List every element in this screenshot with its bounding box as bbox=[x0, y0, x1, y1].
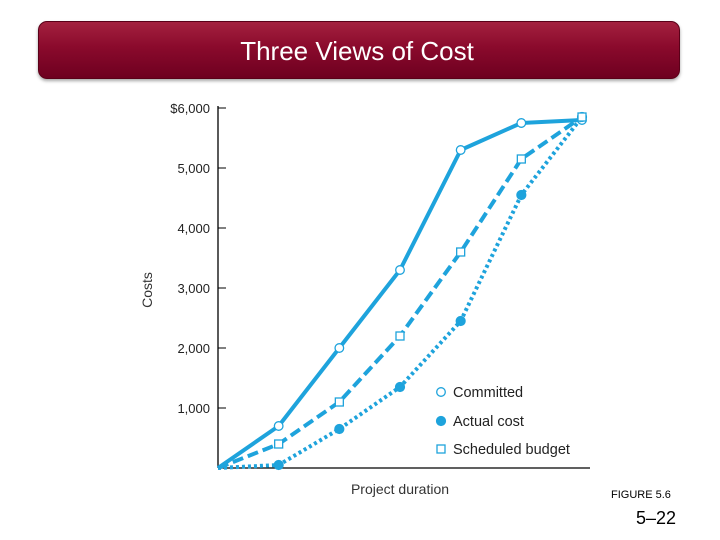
data-point-actual-cost bbox=[394, 381, 406, 393]
legend-label-actual-cost: Actual cost bbox=[453, 414, 524, 430]
legend-marker-scheduled-budget bbox=[436, 444, 446, 454]
y-tick-label: $6,000 bbox=[170, 101, 210, 116]
data-point-committed bbox=[455, 145, 466, 155]
y-tick-label: 5,000 bbox=[177, 161, 210, 176]
data-point-scheduled-budget bbox=[334, 397, 344, 407]
y-tick-label: 3,000 bbox=[177, 281, 210, 296]
data-point-scheduled-budget bbox=[274, 439, 284, 449]
data-point-scheduled-budget bbox=[577, 112, 587, 122]
data-point-actual-cost bbox=[273, 459, 284, 471]
title-banner: Three Views of Cost bbox=[38, 21, 680, 79]
data-point-scheduled-budget bbox=[516, 154, 526, 164]
data-point-scheduled-budget bbox=[456, 247, 466, 257]
series-line-scheduled-budget bbox=[217, 115, 584, 470]
legend-label-scheduled-budget: Scheduled budget bbox=[453, 442, 570, 458]
page-number: 5–22 bbox=[636, 508, 677, 528]
y-tick-label: 4,000 bbox=[177, 221, 210, 236]
data-point-scheduled-budget bbox=[395, 331, 405, 341]
data-point-committed bbox=[516, 118, 527, 128]
data-point-committed bbox=[395, 265, 405, 275]
figure-label: FIGURE 5.6 bbox=[611, 489, 671, 501]
data-point-committed bbox=[273, 421, 284, 431]
legend-label-committed: Committed bbox=[453, 385, 523, 401]
data-point-actual-cost bbox=[516, 189, 527, 201]
series-line-actual-cost bbox=[217, 115, 584, 470]
slide-title: Three Views of Cost bbox=[240, 36, 474, 66]
data-point-actual-cost bbox=[455, 315, 466, 327]
series-line-committed bbox=[216, 118, 583, 470]
y-tick-label: 1,000 bbox=[177, 401, 210, 416]
x-axis-label: Project duration bbox=[351, 481, 449, 497]
y-axis-label: Costs bbox=[139, 272, 155, 308]
legend-marker-actual-cost bbox=[435, 415, 447, 427]
y-tick-label: 2,000 bbox=[177, 341, 210, 356]
data-point-committed bbox=[334, 343, 345, 353]
legend-marker-committed bbox=[436, 387, 446, 397]
data-point-actual-cost bbox=[334, 423, 345, 435]
